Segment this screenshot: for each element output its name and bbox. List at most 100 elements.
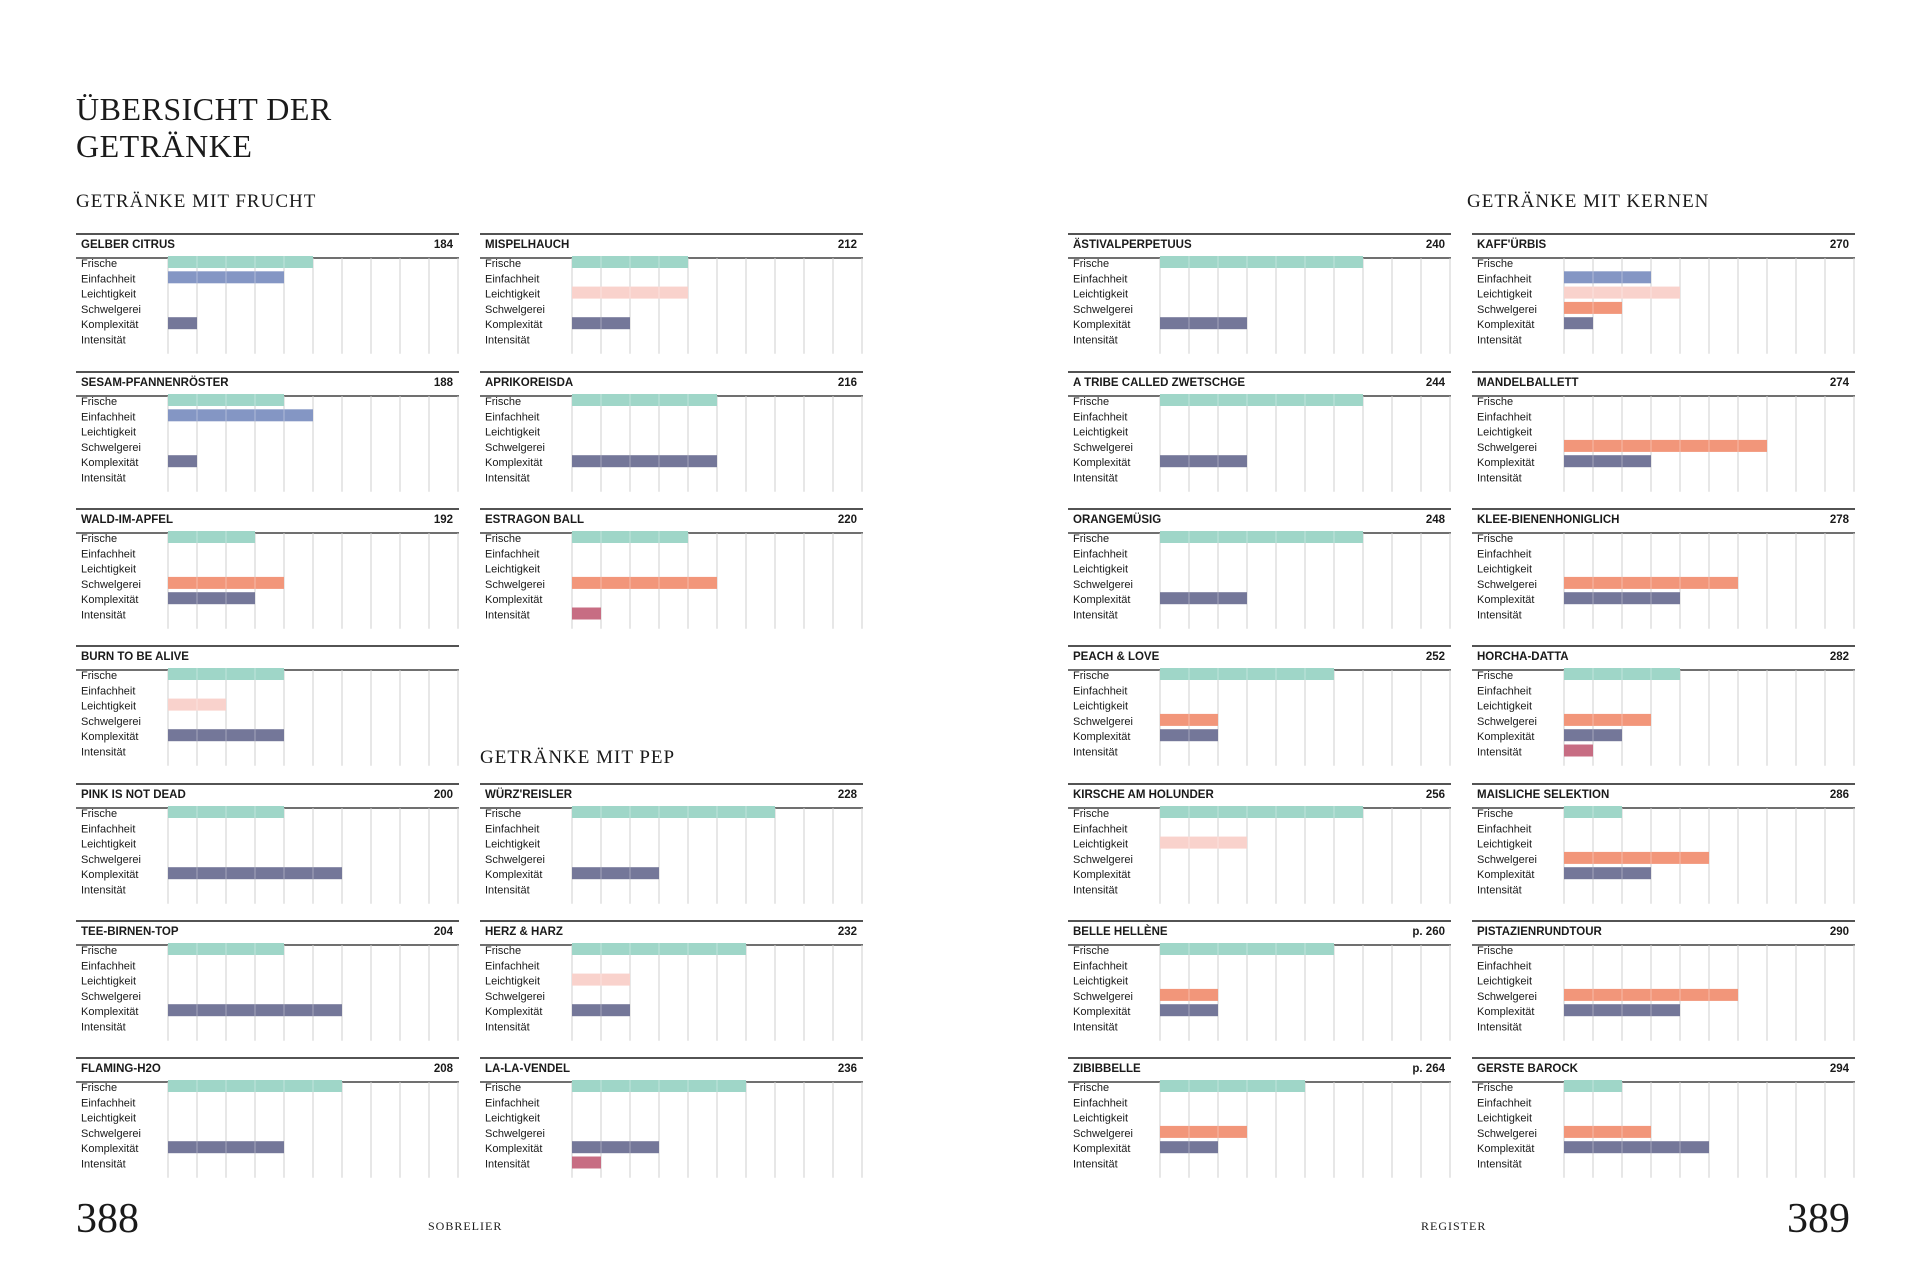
- category-label-intensitaet: Intensität: [1477, 1159, 1522, 1171]
- bar-komplexitaet: [572, 317, 630, 330]
- bar-komplexitaet-fill: [572, 317, 630, 330]
- category-label-einfachheit: Einfachheit: [1477, 685, 1531, 697]
- category-label-frische: Frische: [81, 258, 117, 270]
- category-label-leichtigkeit: Leichtigkeit: [81, 564, 136, 576]
- category-label-leichtigkeit: Leichtigkeit: [1073, 701, 1128, 713]
- category-label-einfachheit: Einfachheit: [1073, 960, 1127, 972]
- bar-komplexitaet-fill: [1564, 317, 1593, 330]
- drink-chart-peach-love: PEACH & LOVE 252 Frische Einfachheit Leichti…: [1068, 645, 1451, 766]
- category-label-intensitaet: Intensität: [1073, 1159, 1118, 1171]
- bar-frische-fill: [1160, 668, 1334, 680]
- category-label-intensitaet: Intensität: [1477, 610, 1522, 622]
- category-label-leichtigkeit: Leichtigkeit: [1073, 839, 1128, 851]
- category-label-komplexitaet: Komplexität: [485, 457, 542, 469]
- drink-name: ÄSTIVALPERPETUUS: [1073, 238, 1192, 251]
- category-label-frische: Frische: [1073, 1082, 1109, 1094]
- bar-komplexitaet: [1160, 1141, 1218, 1154]
- bar-frische: [168, 394, 284, 406]
- bar-schwelgerei-fill: [1160, 713, 1218, 726]
- category-label-leichtigkeit: Leichtigkeit: [81, 976, 136, 988]
- drink-name: PISTAZIENRUNDTOUR: [1477, 926, 1602, 938]
- bar-komplexitaet: [1160, 317, 1247, 330]
- category-label-leichtigkeit: Leichtigkeit: [81, 1113, 136, 1125]
- category-label-schwelgerei: Schwelgerei: [81, 304, 141, 316]
- drink-name: FLAMING-H2O: [81, 1063, 161, 1075]
- category-label-komplexitaet: Komplexität: [485, 1006, 542, 1018]
- drink-chart-la-la-vendel: LA-LA-VENDEL 236 Frische Einfachheit Leichti…: [480, 1057, 863, 1178]
- drink-chart-burn-to-be-alive: BURN TO BE ALIVE Frische Einfachheit Leicht…: [76, 645, 459, 766]
- category-label-einfachheit: Einfachheit: [1477, 823, 1531, 835]
- category-label-intensitaet: Intensität: [81, 335, 126, 347]
- bar-leichtigkeit: [168, 698, 226, 711]
- drink-page-number: 188: [434, 377, 454, 389]
- bar-frische: [1564, 1080, 1622, 1092]
- bar-schwelgerei: [1564, 988, 1738, 1001]
- drink-page-number: 274: [1830, 377, 1850, 389]
- bar-einfachheit: [1564, 271, 1651, 284]
- category-label-leichtigkeit: Leichtigkeit: [1073, 564, 1128, 576]
- drink-name: BELLE HELLÈNE: [1073, 925, 1168, 938]
- drink-chart-kirsche-am-holunder: KIRSCHE AM HOLUNDER 256 Frische Einfachheit…: [1068, 783, 1451, 904]
- drink-name: GELBER CITRUS: [81, 239, 175, 251]
- drink-page-number: 252: [1426, 651, 1445, 663]
- category-label-frische: Frische: [485, 808, 521, 820]
- category-label-leichtigkeit: Leichtigkeit: [485, 1113, 540, 1125]
- category-label-einfachheit: Einfachheit: [485, 548, 539, 560]
- bar-komplexitaet-fill: [1160, 592, 1247, 605]
- drink-page-number: 208: [434, 1063, 454, 1075]
- category-label-komplexitaet: Komplexität: [1073, 869, 1130, 881]
- category-label-intensitaet: Intensität: [485, 1022, 530, 1034]
- drink-chart-pistazienrundtour: PISTAZIENRUNDTOUR 290 Frische Einfachheit Le…: [1472, 920, 1855, 1041]
- bar-schwelgerei: [1160, 1125, 1247, 1138]
- category-label-schwelgerei: Schwelgerei: [81, 991, 141, 1003]
- bar-komplexitaet-fill: [572, 1141, 659, 1154]
- bar-frische-fill: [168, 668, 284, 680]
- category-label-komplexitaet: Komplexität: [485, 869, 542, 881]
- bar-schwelgerei: [1564, 439, 1767, 452]
- category-label-frische: Frische: [1477, 396, 1513, 408]
- bar-schwelgerei-fill: [1564, 576, 1738, 589]
- category-label-leichtigkeit: Leichtigkeit: [1477, 976, 1532, 988]
- bar-komplexitaet: [572, 867, 659, 880]
- category-label-leichtigkeit: Leichtigkeit: [1073, 427, 1128, 439]
- category-label-intensitaet: Intensität: [1073, 1022, 1118, 1034]
- bar-frische: [572, 1080, 746, 1092]
- drink-name: KIRSCHE AM HOLUNDER: [1073, 789, 1214, 801]
- drink-name: SESAM-PFANNENRÖSTER: [81, 376, 229, 389]
- category-label-einfachheit: Einfachheit: [485, 273, 539, 285]
- drink-name: WALD-IM-APFEL: [81, 514, 173, 526]
- bar-komplexitaet-fill: [1160, 1141, 1218, 1154]
- bar-komplexitaet: [572, 1004, 630, 1017]
- bar-frische: [168, 1080, 342, 1092]
- category-label-schwelgerei: Schwelgerei: [1073, 1128, 1133, 1140]
- bar-schwelgerei: [1564, 713, 1651, 726]
- category-label-komplexitaet: Komplexität: [1073, 731, 1130, 743]
- drink-page-number: 204: [434, 926, 454, 938]
- category-label-intensitaet: Intensität: [485, 610, 530, 622]
- bar-leichtigkeit-fill: [168, 698, 226, 711]
- category-label-einfachheit: Einfachheit: [485, 960, 539, 972]
- drink-page-number: 278: [1830, 514, 1850, 526]
- category-label-frische: Frische: [485, 945, 521, 957]
- category-label-frische: Frische: [485, 1082, 521, 1094]
- drink-name: ESTRAGON BALL: [485, 514, 584, 526]
- drink-page-number: 286: [1830, 789, 1849, 801]
- bar-leichtigkeit: [572, 973, 630, 986]
- drink-name: PINK IS NOT DEAD: [81, 789, 186, 801]
- category-label-einfachheit: Einfachheit: [81, 548, 135, 560]
- category-label-leichtigkeit: Leichtigkeit: [1477, 289, 1532, 301]
- category-label-einfachheit: Einfachheit: [1073, 1097, 1127, 1109]
- bar-einfachheit-fill: [168, 271, 284, 284]
- category-label-einfachheit: Einfachheit: [1477, 548, 1531, 560]
- bar-komplexitaet: [168, 592, 255, 605]
- bar-schwelgerei: [1564, 576, 1738, 589]
- category-label-frische: Frische: [1477, 258, 1513, 270]
- bar-frische: [168, 943, 284, 955]
- drink-name: BURN TO BE ALIVE: [81, 651, 189, 663]
- drink-page-number: 216: [838, 377, 857, 389]
- drink-page-number: 184: [434, 239, 454, 251]
- category-label-schwelgerei: Schwelgerei: [1073, 579, 1133, 591]
- bar-einfachheit-fill: [168, 409, 313, 422]
- drink-name: ZIBIBBELLE: [1073, 1063, 1141, 1075]
- category-label-intensitaet: Intensität: [81, 747, 126, 759]
